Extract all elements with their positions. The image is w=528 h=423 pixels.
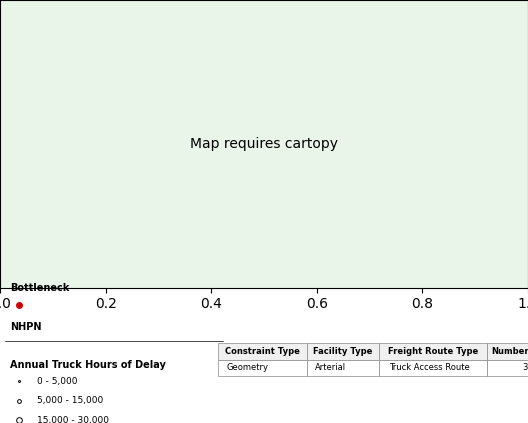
Text: Bottleneck: Bottleneck xyxy=(10,283,69,294)
Text: NHPN: NHPN xyxy=(10,322,41,332)
Text: Map requires cartopy: Map requires cartopy xyxy=(190,137,338,151)
Text: 0 - 5,000: 0 - 5,000 xyxy=(37,377,78,386)
Text: 15,000 - 30,000: 15,000 - 30,000 xyxy=(37,416,109,423)
Text: 5,000 - 15,000: 5,000 - 15,000 xyxy=(37,396,103,405)
Text: Annual Truck Hours of Delay: Annual Truck Hours of Delay xyxy=(10,360,166,370)
